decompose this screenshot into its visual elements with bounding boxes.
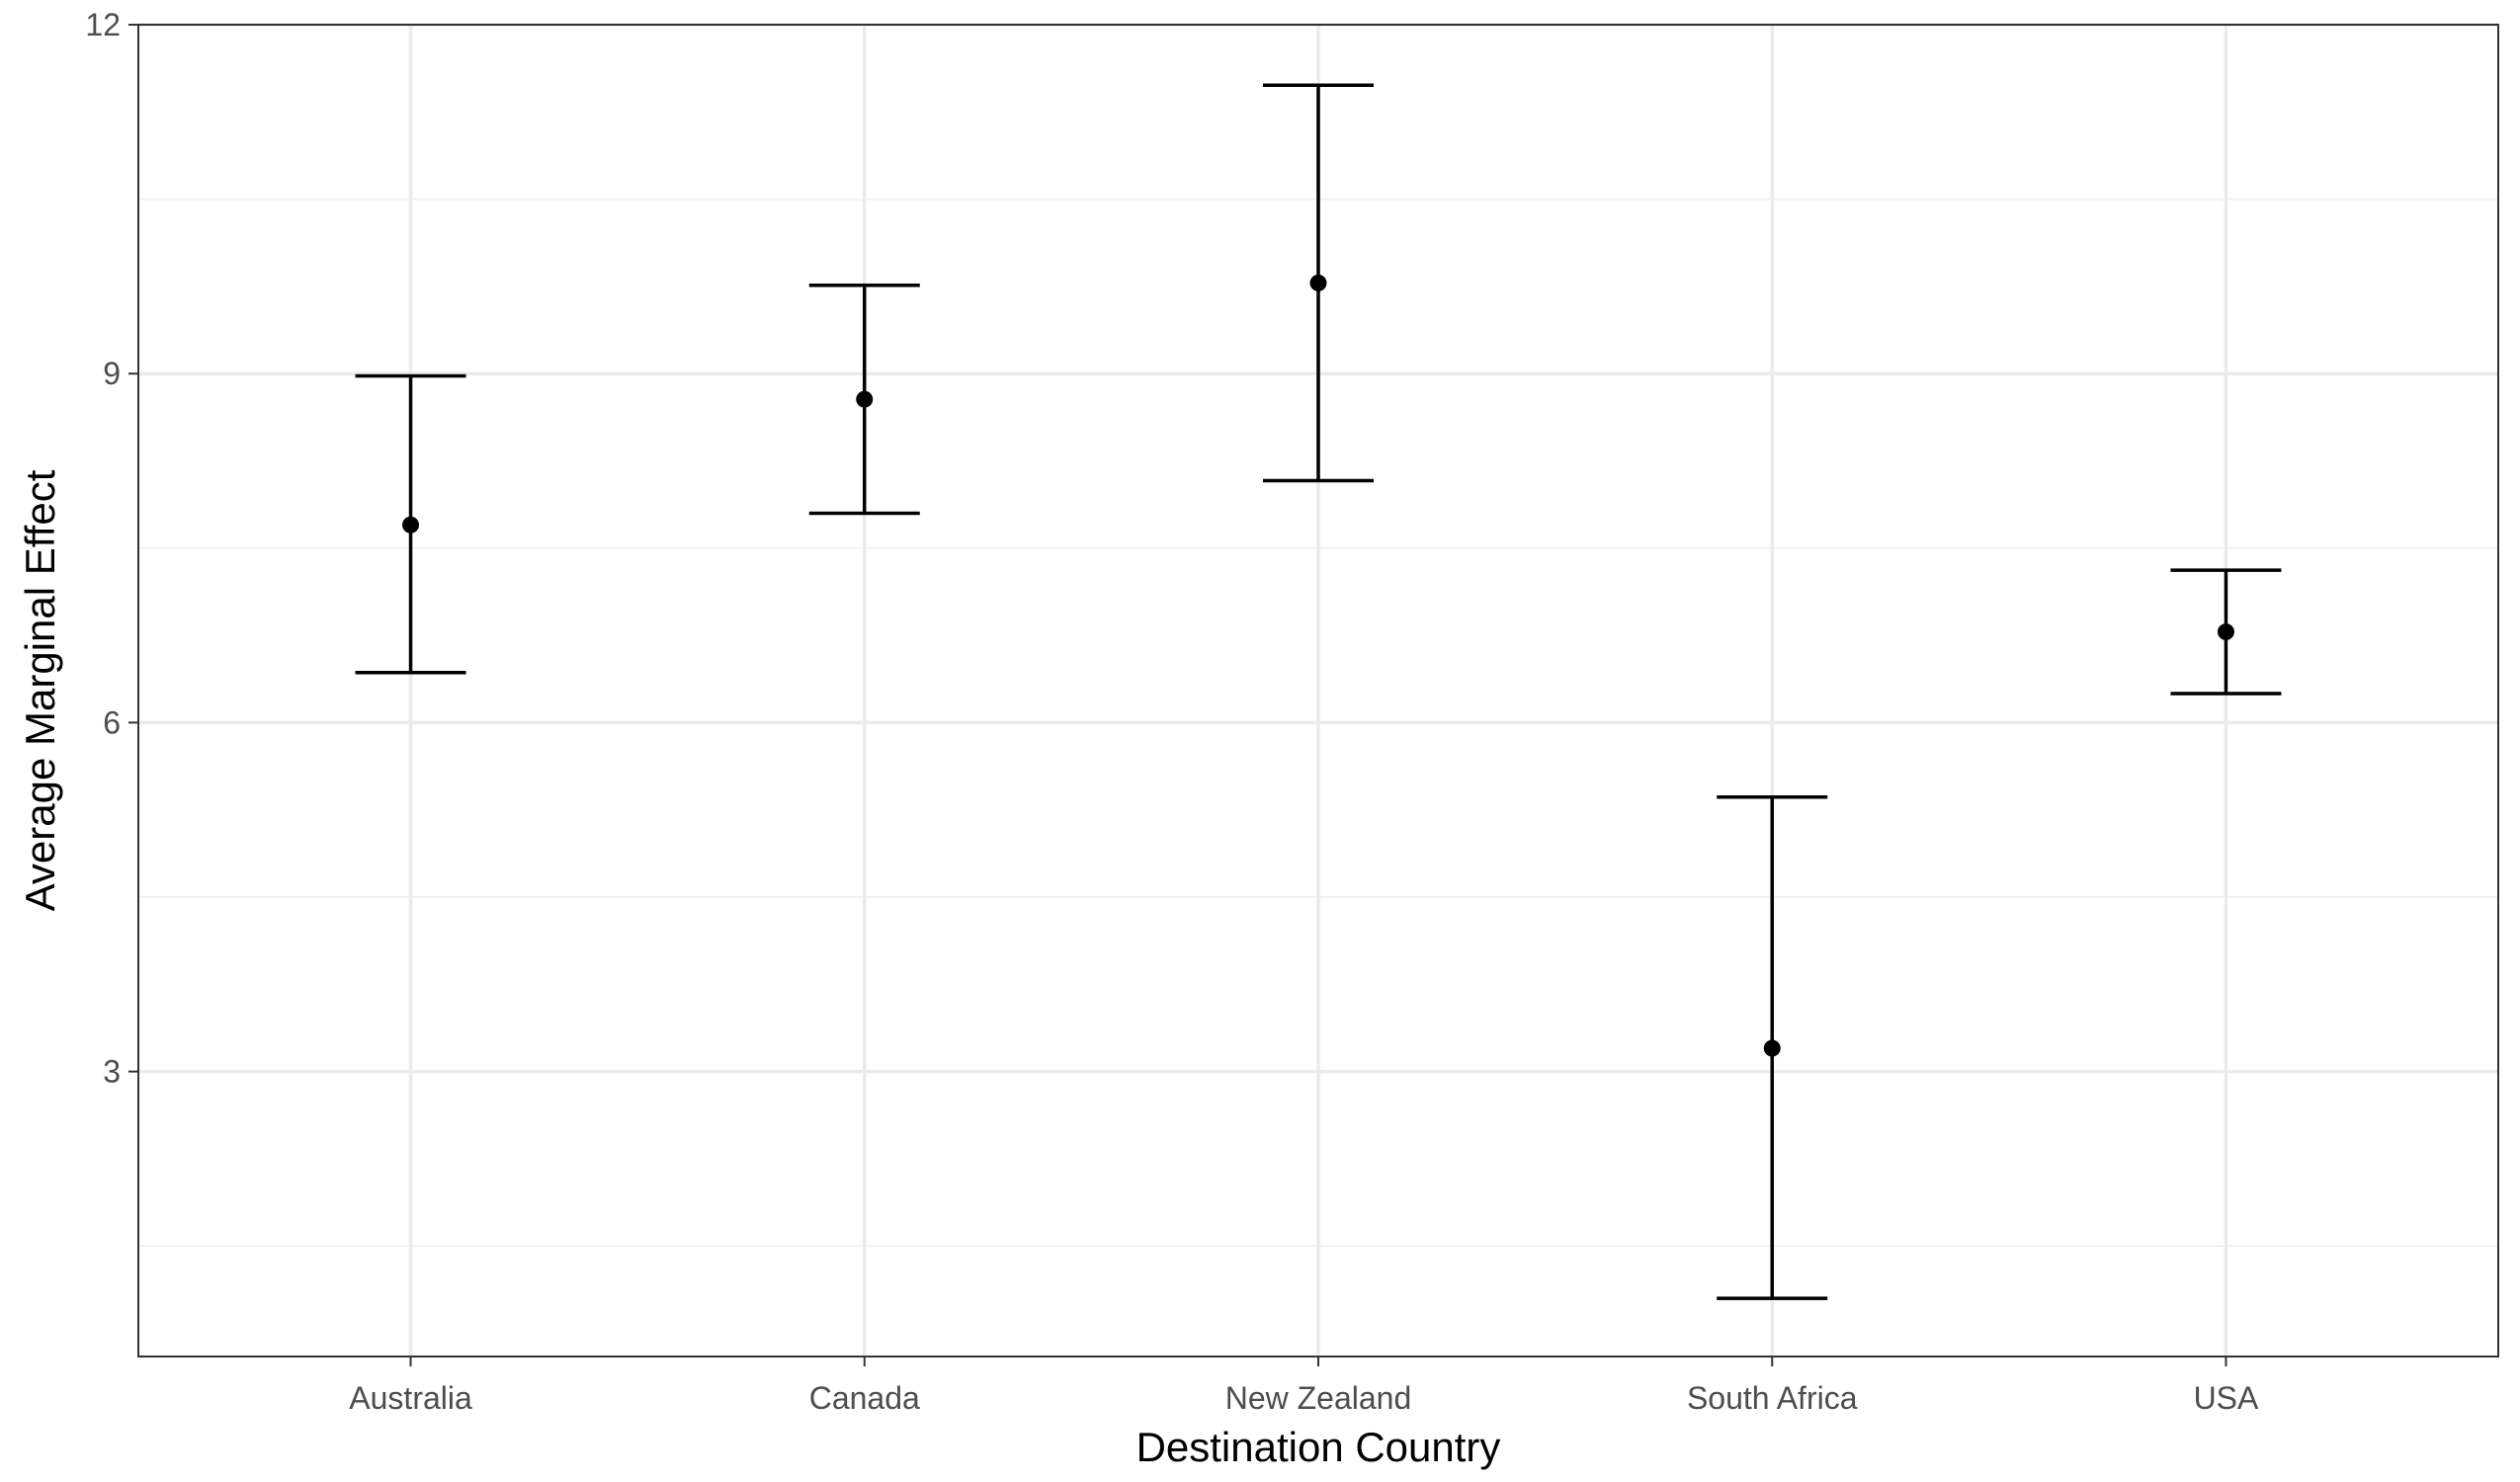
point-usa	[2217, 623, 2234, 641]
y-tick-label: 9	[103, 356, 121, 391]
y-tick-label: 3	[103, 1054, 121, 1090]
x-axis-title: Destination Country	[1136, 1424, 1501, 1470]
point-canada	[856, 390, 874, 408]
x-axis: Australia Canada New Zealand South Africa US…	[349, 1357, 2259, 1416]
point-new-zealand	[1309, 274, 1327, 291]
chart-marks	[355, 83, 2282, 1300]
x-tick-label: New Zealand	[1225, 1380, 1412, 1416]
point-south-africa	[1763, 1039, 1781, 1057]
y-tick-label: 6	[103, 704, 121, 740]
y-axis-title: Average Marginal Effect	[17, 469, 63, 911]
x-tick-label: Canada	[809, 1380, 920, 1416]
x-tick-label: Australia	[349, 1380, 472, 1416]
x-tick-label: South Africa	[1687, 1380, 1858, 1416]
point-australia	[402, 516, 420, 534]
y-axis: 3 6 9 12	[85, 7, 138, 1090]
y-tick-label: 12	[85, 7, 121, 42]
x-tick-label: USA	[2194, 1380, 2259, 1416]
